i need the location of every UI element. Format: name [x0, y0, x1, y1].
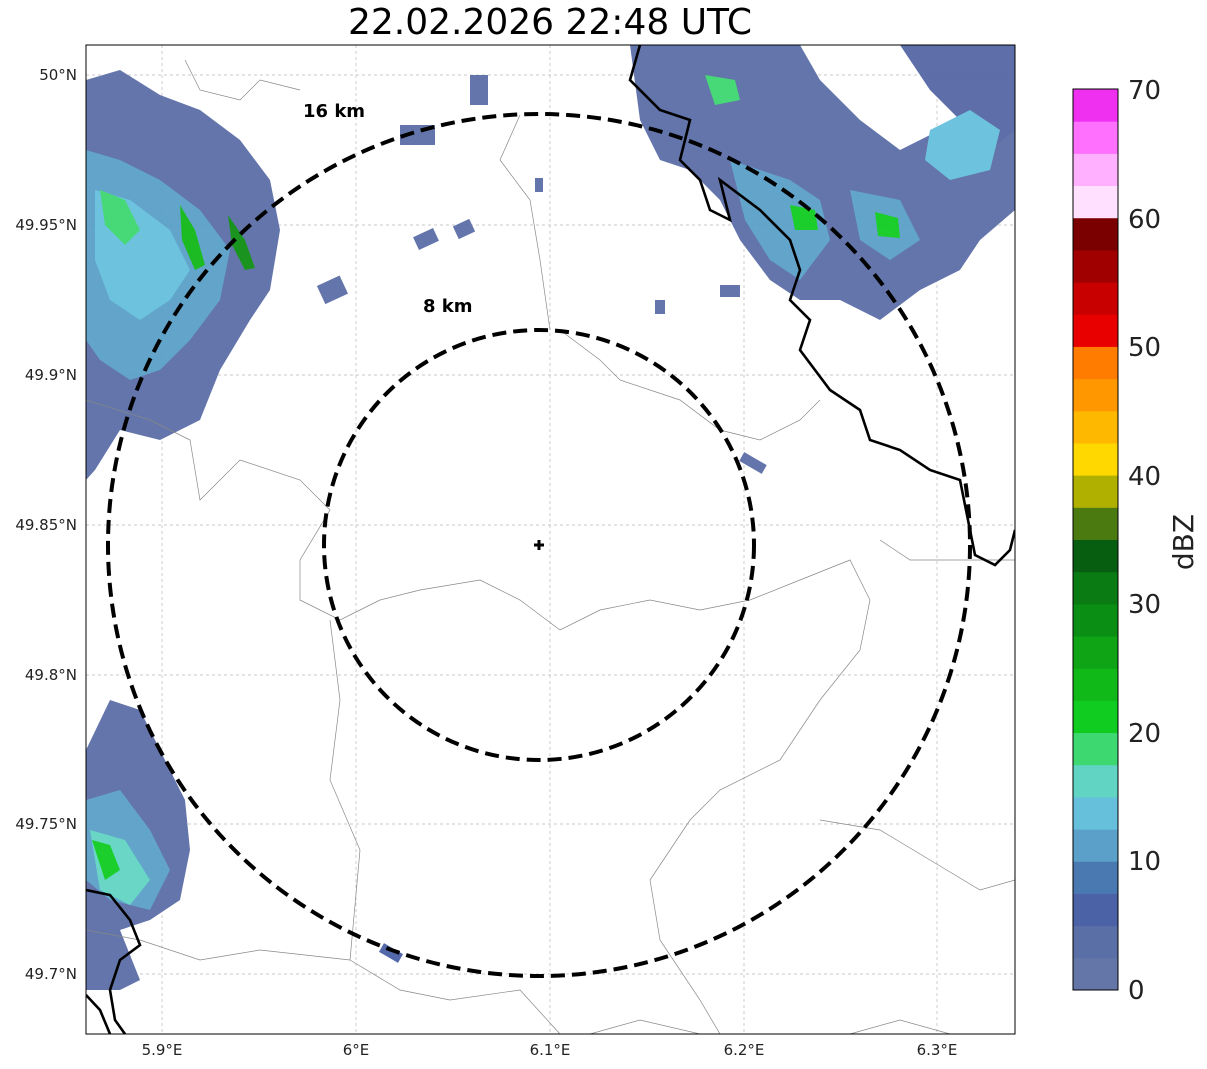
echo-core-ne [730, 160, 830, 280]
echo-speck [720, 285, 740, 297]
border-thick-sw2 [86, 994, 112, 1034]
colorbar-tick-labels: 0 10 20 30 40 50 60 70 [1128, 76, 1161, 1006]
colorbar-segment [1073, 249, 1118, 283]
colorbar-segment [1073, 539, 1118, 573]
colorbar-tick: 20 [1128, 719, 1161, 749]
echo-core-nw-green2 [180, 205, 205, 270]
colorbar-tick: 40 [1128, 462, 1161, 492]
colorbar-tick: 10 [1128, 847, 1161, 877]
echo-speck [535, 178, 543, 192]
radar-echoes [86, 45, 1015, 990]
echo-cluster-ne [630, 45, 1015, 320]
border-line [589, 1019, 701, 1034]
echo-green-ne2 [790, 205, 818, 230]
colorbar-segment [1073, 861, 1118, 894]
longitude-tick-labels: 5.9°E 6°E 6.1°E 6.2°E 6.3°E [142, 1041, 958, 1059]
echo-speck [316, 275, 349, 305]
colorbar-segment [1073, 893, 1118, 927]
border-thick-ne [628, 45, 1015, 567]
echo-speck [655, 300, 665, 314]
colorbar-tick: 30 [1128, 590, 1161, 620]
echo-speck [378, 943, 404, 963]
ring-label-16km: 16 km [303, 101, 365, 122]
colorbar-segment [1073, 346, 1118, 380]
lon-tick-label: 6.3°E [917, 1041, 958, 1059]
border-line [184, 59, 301, 101]
border-thick-sw [86, 888, 142, 1034]
lon-tick-label: 6°E [343, 1041, 370, 1059]
administrative-borders [86, 59, 1015, 1034]
lat-tick-label: 49.9°N [25, 366, 77, 384]
lon-tick-label: 5.9°E [142, 1041, 183, 1059]
colorbar-label: dBZ [1167, 514, 1200, 570]
colorbar-segment [1073, 475, 1118, 508]
colorbar-segment [1073, 700, 1118, 734]
echo-core-ne-3 [925, 110, 1000, 180]
colorbar-tick: 0 [1128, 976, 1145, 1006]
colorbar-tick: 60 [1128, 205, 1161, 235]
colorbar-segment [1073, 121, 1118, 154]
colorbar-segment [1073, 378, 1118, 412]
colorbar-segment [1073, 314, 1118, 347]
colorbar-segment [1073, 507, 1118, 540]
colorbar-segment [1073, 153, 1118, 187]
colorbar-segment [1073, 442, 1118, 476]
colorbar-frame [1072, 88, 1119, 991]
map-frame [85, 44, 1016, 1035]
border-line [499, 114, 551, 331]
colorbar-segment [1073, 764, 1118, 798]
colorbar-segment [1073, 796, 1118, 830]
echo-green-ne3 [875, 212, 900, 238]
border-line [86, 399, 871, 1034]
latitude-tick-labels: 50°N 49.95°N 49.9°N 49.85°N 49.8°N 49.75… [15, 66, 77, 983]
lat-tick-label: 49.8°N [25, 666, 77, 684]
colorbar-segment [1073, 89, 1118, 122]
lat-tick-label: 50°N [39, 66, 77, 84]
colorbar-segment [1073, 217, 1118, 251]
radar-site-marker [534, 540, 544, 550]
colorbar-segment [1073, 410, 1118, 444]
echo-speck [470, 75, 488, 105]
lon-tick-label: 6.2°E [724, 1041, 765, 1059]
lon-tick-label: 6.1°E [530, 1041, 571, 1059]
lat-tick-label: 49.75°N [15, 815, 77, 833]
range-rings [106, 112, 972, 978]
ring-label-8km: 8 km [423, 296, 473, 317]
colorbar-segment [1073, 282, 1118, 315]
lat-tick-label: 49.95°N [15, 216, 77, 234]
border-line [86, 929, 351, 961]
echo-speck [413, 228, 439, 250]
echo-speck [452, 218, 476, 240]
border-line [849, 1019, 951, 1034]
national-border [86, 45, 1015, 1034]
colorbar-segment [1073, 571, 1118, 605]
echo-green-ne1 [705, 75, 740, 105]
colorbar-segment [1073, 185, 1118, 219]
echo-green-sw [92, 840, 120, 880]
lat-tick-label: 49.85°N [15, 516, 77, 534]
lat-tick-label: 49.7°N [25, 965, 77, 983]
colorbar-segment [1073, 957, 1118, 991]
colorbar [1073, 89, 1118, 991]
colorbar-segment [1073, 603, 1118, 637]
colorbar-segment [1073, 925, 1118, 959]
echo-core-nw-green3 [228, 215, 255, 270]
range-ring-16km [106, 112, 972, 978]
border-line [819, 819, 1015, 891]
echo-speck [739, 452, 767, 474]
colorbar-tick: 70 [1128, 76, 1161, 106]
map-title: 22.02.2026 22:48 UTC [347, 2, 753, 43]
colorbar-segment [1073, 636, 1118, 669]
colorbar-segment [1073, 732, 1118, 766]
colorbar-tick: 50 [1128, 333, 1161, 363]
range-ring-8km [322, 328, 756, 762]
border-line [559, 329, 821, 441]
colorbar-segment [1073, 829, 1118, 862]
colorbar-segment [1073, 668, 1118, 701]
echo-core-nw-green [100, 190, 140, 245]
